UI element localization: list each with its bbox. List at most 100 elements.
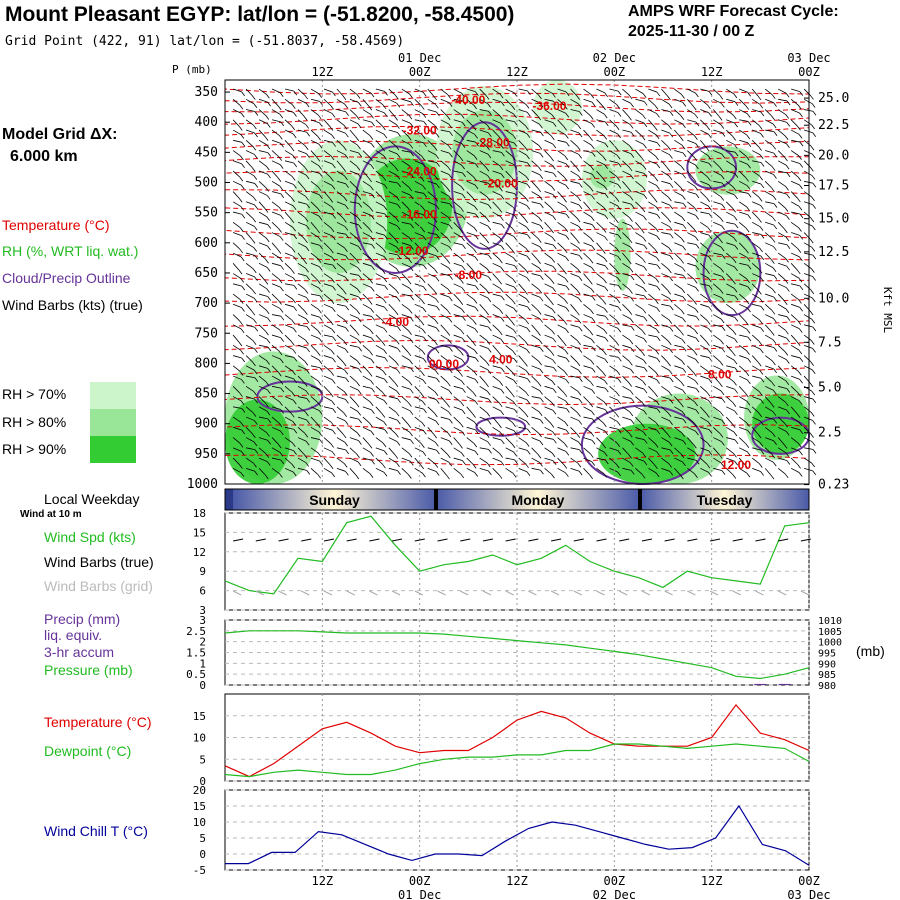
- wind-barb-flag: [293, 378, 297, 383]
- pressure-right-tick: 995: [818, 649, 836, 660]
- wind-barb-flag: [576, 146, 581, 151]
- wind-barb: [271, 242, 279, 250]
- wind-barb: [492, 119, 502, 124]
- wind-barb-flag: [565, 429, 570, 435]
- wind-barb-flag: [279, 451, 284, 457]
- wind-barb-flag: [370, 236, 375, 242]
- wind-barb: [609, 201, 618, 207]
- wind-barb: [751, 385, 760, 393]
- wind-barb: [596, 150, 604, 157]
- wind-barb: [401, 232, 410, 238]
- wind-barb-flag: [384, 429, 388, 434]
- wind-barb: [466, 365, 475, 372]
- wind-barb-flag: [448, 296, 453, 302]
- wind-barb: [362, 129, 371, 136]
- wind-barb-flag: [345, 132, 349, 138]
- wind-barb-flag: [654, 392, 658, 398]
- wind-barb: [570, 416, 579, 421]
- wind-barb-flag: [693, 300, 697, 305]
- wind-barb-flag: [462, 100, 466, 106]
- wind-barb-flag: [786, 244, 791, 250]
- day-strip-segment: [436, 489, 640, 510]
- wind-barb: [310, 334, 320, 339]
- wind-barb: [258, 468, 266, 476]
- wind-barb-flag: [304, 238, 308, 244]
- wind-barb: [648, 242, 656, 250]
- wind-barb: [713, 180, 723, 184]
- wind-barb-flag: [747, 235, 751, 241]
- wind-barb-flag: [408, 453, 413, 458]
- wind-barb: [388, 232, 396, 240]
- wind-barb: [388, 88, 396, 96]
- wind-barb: [687, 262, 697, 267]
- wind-barb: [310, 242, 320, 246]
- wind-barb-flag: [280, 459, 285, 465]
- wind-barb-flag: [538, 360, 542, 366]
- panel-y-tick: 2: [199, 636, 206, 649]
- wind-barb-flag: [721, 132, 726, 137]
- wind-barb-flag: [421, 350, 426, 355]
- wind-barb: [479, 304, 486, 312]
- wind-barb: [790, 242, 799, 250]
- wind-barb: [531, 252, 538, 261]
- wind-barb-flag: [784, 401, 789, 407]
- wind-barb-flag: [603, 350, 607, 356]
- wind-barb: [245, 273, 255, 278]
- wind-barb-flag: [499, 360, 504, 365]
- wind-barb-flag: [578, 103, 582, 109]
- wind-barb: [726, 88, 735, 95]
- wind-barb: [700, 180, 709, 186]
- wind-barb-grid: [550, 590, 560, 596]
- wind-barb: [713, 406, 721, 413]
- wind-barb-flag: [461, 215, 466, 220]
- wind-barb: [726, 170, 736, 174]
- model-grid-value: 6.000 km: [10, 148, 78, 165]
- wind-barb: [388, 293, 398, 299]
- wind-barb: [297, 98, 307, 104]
- wind-barb-flag: [539, 462, 543, 467]
- wind-barb: [297, 181, 305, 189]
- wind-barb-true: [550, 538, 562, 542]
- wind-barb: [388, 191, 397, 197]
- wind-barb-flag: [397, 276, 401, 281]
- wind-barb-flag: [812, 398, 817, 404]
- wind-barb: [414, 252, 423, 258]
- wind-barb: [583, 273, 590, 281]
- wind-barb-flag: [394, 310, 399, 316]
- wind-barb-flag: [381, 197, 386, 203]
- wind-barb: [557, 211, 567, 215]
- wind-barb: [427, 324, 437, 329]
- wind-barb: [635, 385, 645, 390]
- panel-y-tick: 9: [199, 565, 206, 578]
- wind-barb: [245, 88, 253, 96]
- wind-barb: [777, 324, 786, 331]
- wind-barb: [544, 109, 553, 116]
- wind-barb: [661, 242, 670, 249]
- wind-barb-flag: [759, 442, 764, 447]
- wind-barb: [453, 180, 462, 187]
- wind-barb-flag: [604, 308, 608, 313]
- wind-barb-flag: [718, 454, 723, 459]
- wind-barb: [362, 99, 370, 107]
- wind-barb-flag: [525, 463, 529, 469]
- wind-barb: [518, 201, 527, 206]
- wind-barb-flag: [786, 100, 791, 106]
- wind-barb-flag: [525, 298, 530, 304]
- panel-y-tick: 10: [193, 732, 206, 745]
- wind-barb-flag: [446, 115, 451, 121]
- wind-barb: [362, 468, 371, 475]
- wind-barb-flag: [291, 341, 295, 346]
- wind-barb-flag: [654, 248, 659, 254]
- wind-barb-flag: [331, 328, 336, 334]
- wind-barb-flag: [487, 103, 491, 108]
- wind-barb: [479, 283, 487, 291]
- wind-barb-flag: [732, 186, 737, 192]
- wind-barb-flag: [407, 136, 412, 141]
- wind-barb-flag: [319, 194, 323, 199]
- wind-barb-flag: [370, 308, 375, 313]
- wind-barb-flag: [682, 440, 687, 445]
- wind-barb: [531, 344, 541, 349]
- wind-barb: [777, 426, 787, 432]
- wind-barb: [583, 283, 592, 289]
- wind-barb-flag: [577, 124, 582, 130]
